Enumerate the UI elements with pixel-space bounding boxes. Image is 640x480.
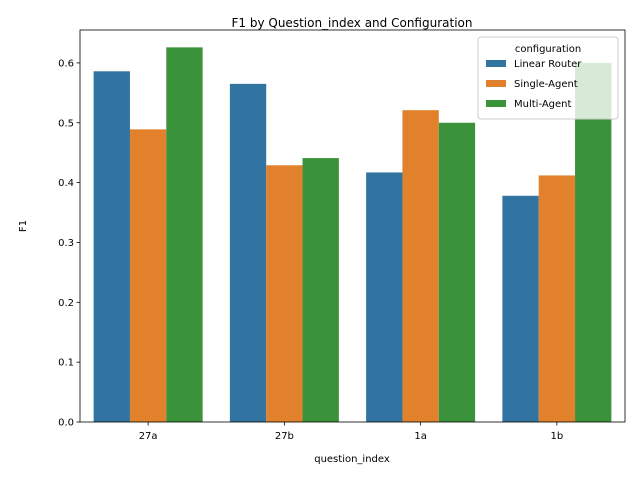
- y-tick-label: 0.1: [58, 358, 74, 369]
- bar-1b-single-agent: [538, 175, 576, 422]
- legend-entry: Single-Agent: [514, 79, 578, 90]
- legend-entry: Linear Router: [514, 59, 582, 70]
- bar-27b-single-agent: [266, 165, 303, 423]
- y-tick-label: 0.3: [58, 238, 74, 249]
- bar-27a-multi-agent: [166, 47, 203, 423]
- legend-swatch: [486, 100, 506, 107]
- legend-swatch: [486, 80, 506, 87]
- bar-27b-multi-agent: [302, 158, 339, 422]
- x-tick-label: 1b: [551, 431, 564, 442]
- legend-swatch: [486, 60, 506, 67]
- bar-1b-multi-agent: [575, 62, 612, 423]
- bar-1a-multi-agent: [438, 122, 476, 422]
- legend: configuration Linear Router Single-Agent Mu…: [477, 36, 619, 120]
- x-axis-label: question_index: [314, 454, 390, 465]
- y-tick-label: 0.0: [58, 418, 74, 429]
- y-tick-label: 0.5: [58, 118, 74, 129]
- bars-group: [93, 47, 612, 423]
- x-axis: 27a 27b 1a 1b: [139, 422, 564, 442]
- bar-27a-single-agent: [129, 129, 167, 422]
- bar-27a-linear-router: [93, 71, 130, 423]
- x-tick-label: 27b: [275, 431, 294, 442]
- y-tick-label: 0.2: [58, 298, 74, 309]
- bar-1b-linear-router: [502, 195, 539, 422]
- y-tick-label: 0.6: [58, 58, 74, 69]
- chart-title: F1 by Question_index and Configuration: [232, 16, 473, 30]
- y-tick-label: 0.4: [58, 178, 74, 189]
- bar-27b-linear-router: [229, 83, 267, 422]
- bar-1a-linear-router: [366, 172, 403, 422]
- plot-frame: [79, 29, 626, 423]
- legend-entry: Multi-Agent: [514, 99, 572, 110]
- y-axis-label: F1: [18, 220, 29, 232]
- y-axis: 0.0 0.1 0.2 0.3 0.4 0.5 0.6: [58, 58, 80, 429]
- legend-frame: [477, 36, 619, 120]
- x-tick-label: 27a: [139, 431, 158, 442]
- bar-1a-single-agent: [402, 110, 439, 422]
- legend-title: configuration: [515, 44, 581, 55]
- x-tick-label: 1a: [414, 431, 427, 442]
